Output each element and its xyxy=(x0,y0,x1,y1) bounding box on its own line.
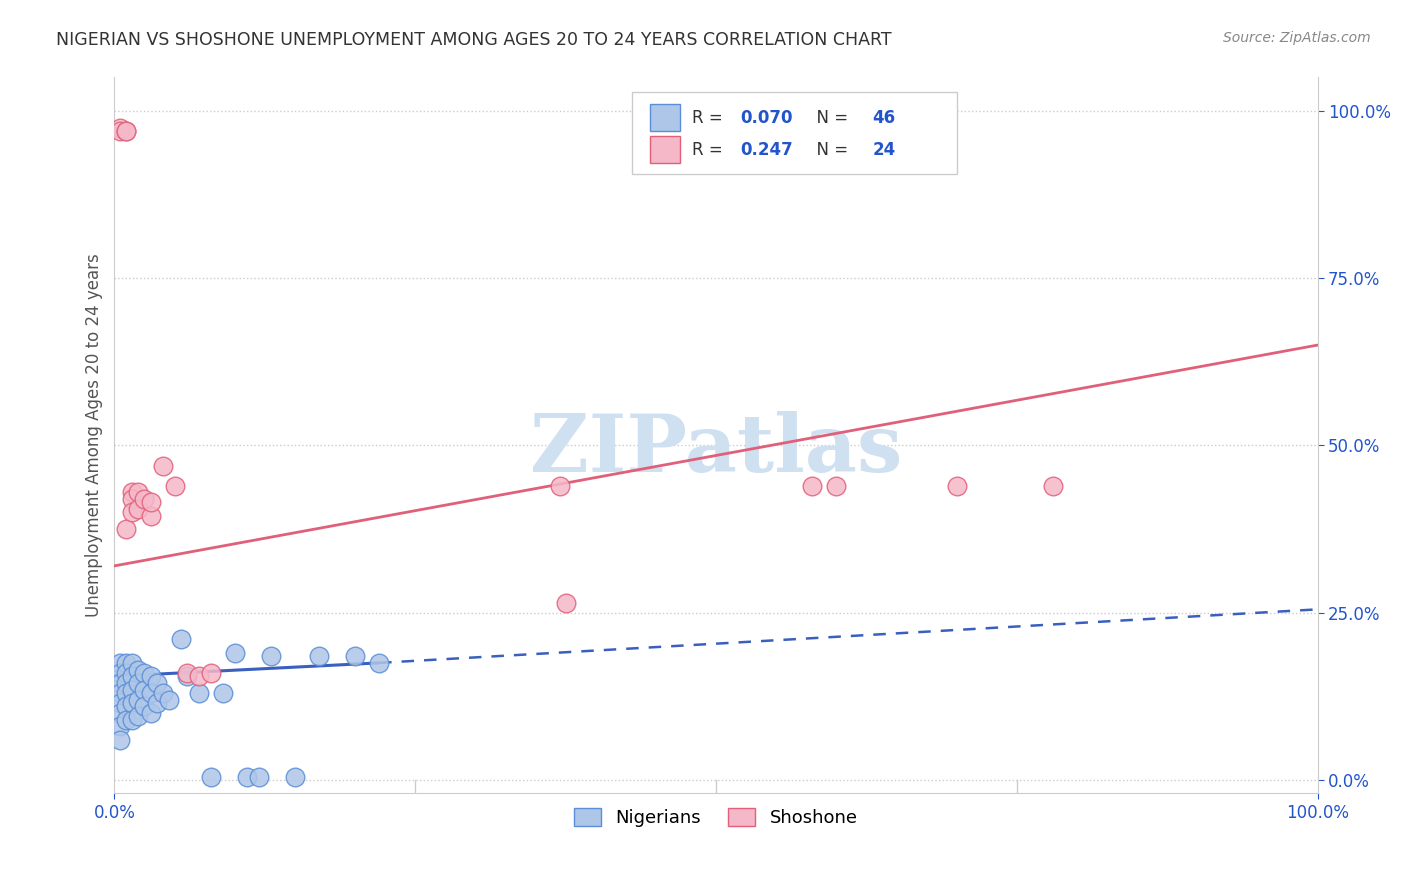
Text: ZIPatlas: ZIPatlas xyxy=(530,410,903,489)
Point xyxy=(176,669,198,683)
Legend: Nigerians, Shoshone: Nigerians, Shoshone xyxy=(567,801,865,834)
Point xyxy=(801,478,824,492)
Point xyxy=(115,656,138,670)
Text: N =: N = xyxy=(806,109,853,127)
Point xyxy=(121,656,143,670)
Point xyxy=(945,478,967,492)
Point xyxy=(127,485,149,500)
Point xyxy=(200,665,222,680)
Point xyxy=(121,669,143,683)
Point xyxy=(139,706,162,720)
Point xyxy=(236,770,259,784)
Point xyxy=(139,669,162,683)
Point xyxy=(157,692,180,706)
Point xyxy=(134,491,156,506)
Text: Source: ZipAtlas.com: Source: ZipAtlas.com xyxy=(1223,31,1371,45)
Point xyxy=(139,495,162,509)
Point xyxy=(145,696,167,710)
Point xyxy=(127,692,149,706)
Point xyxy=(110,686,132,700)
Point xyxy=(115,124,138,138)
Point xyxy=(110,706,132,720)
Text: 46: 46 xyxy=(872,109,896,127)
Point xyxy=(115,124,138,138)
Point xyxy=(176,665,198,680)
FancyBboxPatch shape xyxy=(650,104,681,131)
Point xyxy=(224,646,246,660)
Point xyxy=(127,709,149,723)
Point xyxy=(548,478,571,492)
Point xyxy=(368,656,391,670)
Point xyxy=(134,699,156,714)
Point xyxy=(121,485,143,500)
Point xyxy=(139,686,162,700)
Point xyxy=(152,458,174,473)
Point xyxy=(284,770,307,784)
Text: R =: R = xyxy=(692,109,728,127)
Point xyxy=(825,478,848,492)
Point xyxy=(115,676,138,690)
Text: NIGERIAN VS SHOSHONE UNEMPLOYMENT AMONG AGES 20 TO 24 YEARS CORRELATION CHART: NIGERIAN VS SHOSHONE UNEMPLOYMENT AMONG … xyxy=(56,31,891,49)
Point xyxy=(211,686,233,700)
Point xyxy=(121,696,143,710)
Point xyxy=(110,124,132,138)
Point xyxy=(554,596,576,610)
Point xyxy=(163,478,186,492)
Text: R =: R = xyxy=(692,141,728,159)
Point xyxy=(260,649,283,664)
Point xyxy=(145,676,167,690)
Point xyxy=(110,676,132,690)
Point xyxy=(115,686,138,700)
Point xyxy=(110,696,132,710)
Point xyxy=(110,732,132,747)
Point xyxy=(115,699,138,714)
Y-axis label: Unemployment Among Ages 20 to 24 years: Unemployment Among Ages 20 to 24 years xyxy=(86,253,103,617)
FancyBboxPatch shape xyxy=(631,92,956,174)
FancyBboxPatch shape xyxy=(650,136,681,163)
Point xyxy=(110,656,132,670)
Point xyxy=(134,682,156,697)
Point xyxy=(1042,478,1064,492)
Point xyxy=(344,649,367,664)
Point xyxy=(247,770,270,784)
Point xyxy=(152,686,174,700)
Point xyxy=(127,676,149,690)
Point xyxy=(200,770,222,784)
Text: 0.070: 0.070 xyxy=(740,109,793,127)
Text: 24: 24 xyxy=(872,141,896,159)
Point xyxy=(115,713,138,727)
Point xyxy=(169,632,191,647)
Text: N =: N = xyxy=(806,141,853,159)
Point xyxy=(127,663,149,677)
Point xyxy=(110,665,132,680)
Point xyxy=(121,713,143,727)
Point xyxy=(121,505,143,519)
Text: 0.247: 0.247 xyxy=(740,141,793,159)
Point xyxy=(187,686,209,700)
Point xyxy=(110,120,132,135)
Point xyxy=(115,665,138,680)
Point xyxy=(139,508,162,523)
Point xyxy=(127,502,149,516)
Point xyxy=(308,649,330,664)
Point xyxy=(121,682,143,697)
Point xyxy=(121,491,143,506)
Point xyxy=(110,719,132,733)
Point xyxy=(187,669,209,683)
Point xyxy=(134,665,156,680)
Point xyxy=(115,522,138,536)
